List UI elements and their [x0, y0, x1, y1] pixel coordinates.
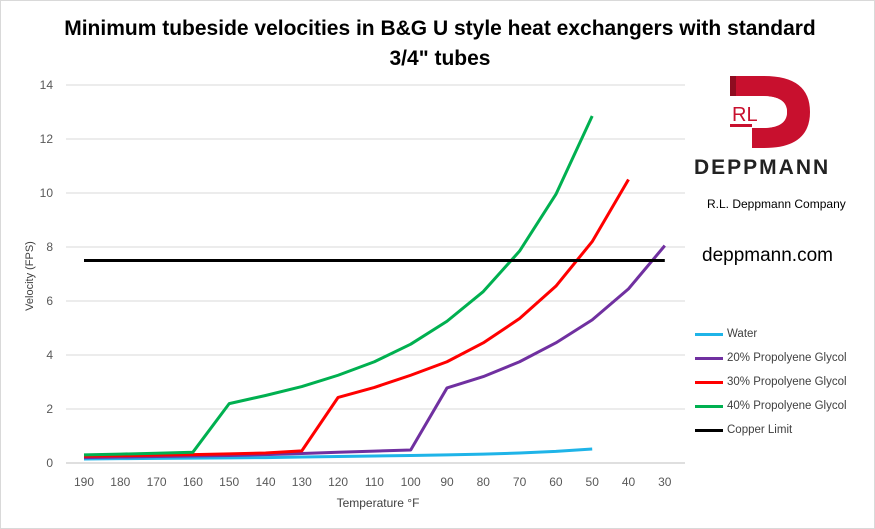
legend-label: 30% Propolyene Glycol [727, 376, 847, 388]
legend-label: Water [727, 328, 758, 340]
legend-label: 20% Propolyene Glycol [727, 352, 847, 364]
x-axis-label: Temperature °F [337, 496, 420, 510]
company-full-name: R.L. Deppmann Company [707, 197, 846, 211]
legend-item: 40% Propolyene Glycol [695, 394, 847, 418]
x-tick-label: 160 [183, 475, 203, 489]
y-tick-label: 10 [40, 186, 54, 200]
x-tick-label: 40 [622, 475, 636, 489]
series-line-20-propolyene-glycol [83, 244, 666, 460]
x-tick-label: 90 [440, 475, 454, 489]
x-tick-label: 80 [477, 475, 491, 489]
x-tick-label: 30 [658, 475, 672, 489]
deppmann-logo: RL [690, 72, 860, 157]
x-tick-label: 170 [147, 475, 167, 489]
company-brand: DEPPMANN [694, 156, 831, 179]
series-line-30-propolyene-glycol [83, 178, 630, 458]
legend-item: Copper Limit [695, 418, 847, 442]
logo-mark-text: RL [732, 104, 758, 126]
series-lines [83, 115, 666, 461]
x-tick-label: 120 [328, 475, 348, 489]
series-line-40-propolyene-glycol [83, 115, 594, 457]
x-tick-label: 140 [255, 475, 275, 489]
x-tick-label: 150 [219, 475, 239, 489]
legend-label: Copper Limit [727, 424, 793, 436]
y-tick-label: 2 [46, 402, 53, 416]
y-axis-label: Velocity (FPS) [24, 241, 36, 311]
legend-label: 40% Propolyene Glycol [727, 400, 847, 412]
y-tick-label: 12 [40, 132, 54, 146]
legend-swatch [695, 356, 723, 360]
x-tick-label: 50 [586, 475, 600, 489]
legend-swatch [695, 332, 723, 336]
x-tick-label: 180 [110, 475, 130, 489]
legend-item: 20% Propolyene Glycol [695, 346, 847, 370]
y-axis-ticks: 0 2 4 6 8 10 12 14 [40, 78, 54, 470]
y-tick-label: 14 [40, 78, 54, 92]
x-tick-label: 100 [401, 475, 421, 489]
legend-item: 30% Propolyene Glycol [695, 370, 847, 394]
x-axis-ticks: 190 180 170 160 150 140 130 120 110 100 90 80 70 60 50… [74, 475, 672, 489]
x-tick-label: 130 [292, 475, 312, 489]
y-tick-label: 4 [46, 348, 53, 362]
website: deppmann.com [702, 245, 833, 266]
chart-legend: Water 20% Propolyene Glycol 30% Propolyene… [695, 322, 847, 442]
x-tick-label: 70 [513, 475, 527, 489]
series-line-water [83, 447, 593, 461]
y-tick-label: 8 [46, 240, 53, 254]
legend-swatch [695, 380, 723, 384]
legend-item: Water [695, 322, 847, 346]
deppmann-logo-mark-icon: RL [730, 76, 810, 148]
y-tick-label: 0 [46, 456, 53, 470]
x-tick-label: 60 [549, 475, 563, 489]
y-tick-label: 6 [46, 294, 53, 308]
legend-swatch [695, 404, 723, 408]
x-tick-label: 110 [365, 475, 384, 489]
chart-title: Minimum tubeside velocities in B&G U sty… [64, 17, 816, 70]
x-tick-label: 190 [74, 475, 94, 489]
legend-swatch [695, 428, 723, 432]
